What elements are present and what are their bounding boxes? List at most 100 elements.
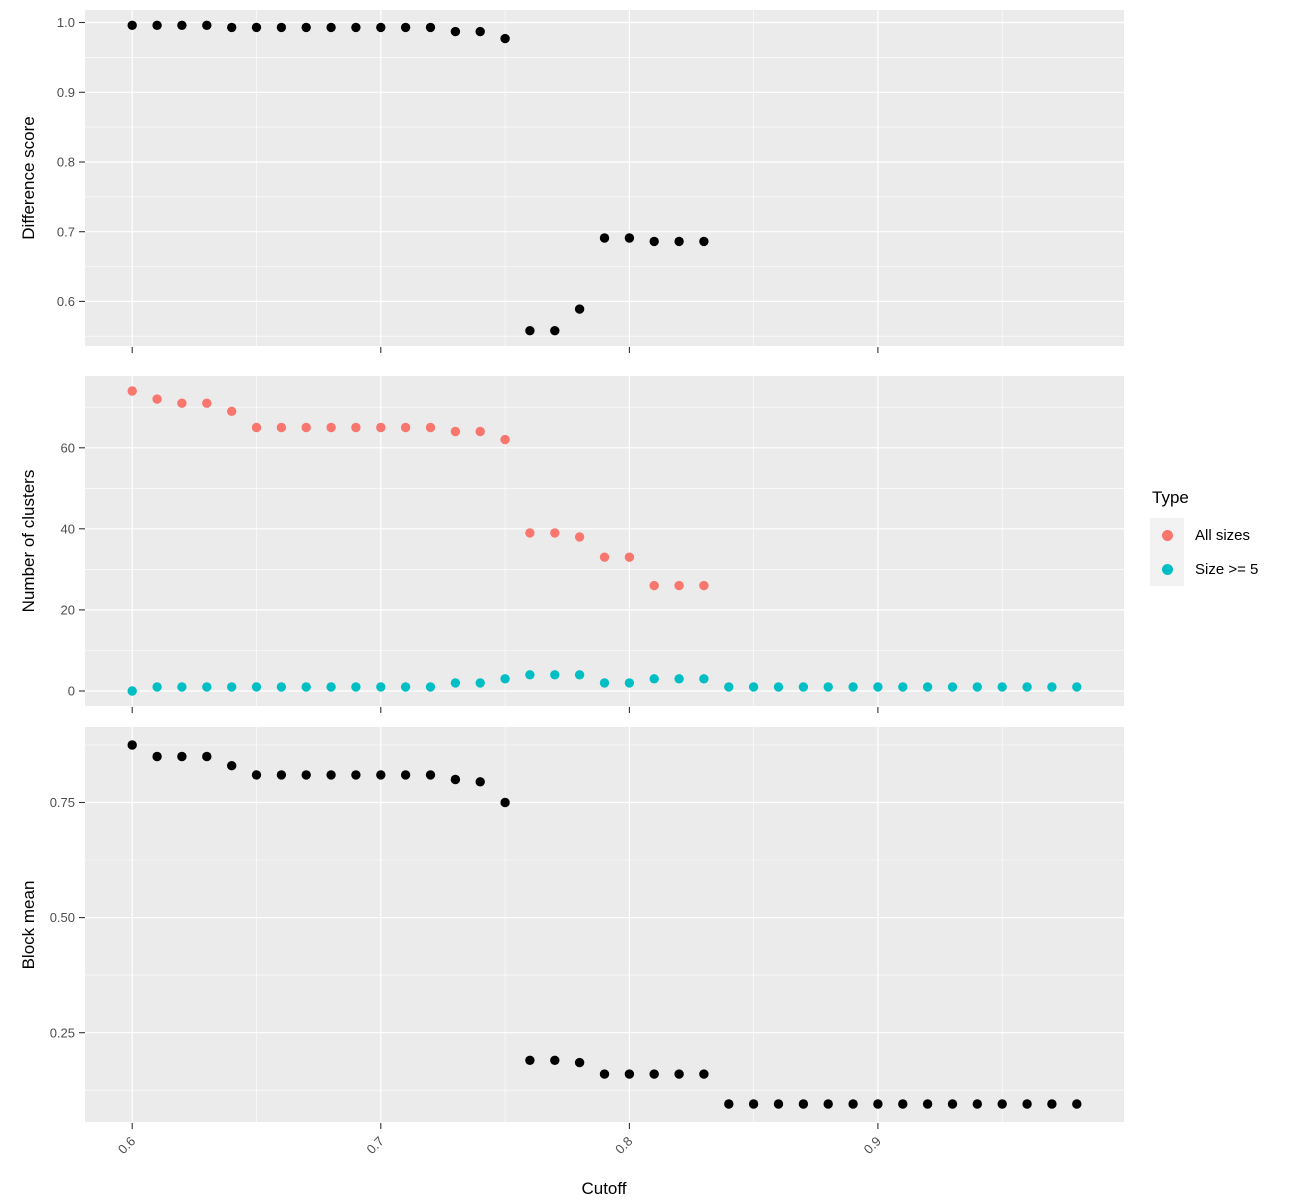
data-point-size-ge-5	[326, 682, 336, 692]
data-point-size-ge-5	[724, 682, 734, 692]
data-point-size-ge-5	[152, 682, 162, 692]
data-point-block-mean	[525, 1055, 535, 1066]
legend-item-size-ge-5: Size >= 5	[1150, 552, 1258, 586]
data-point-all-sizes	[251, 422, 262, 433]
data-point-all-sizes	[326, 422, 336, 433]
data-point-size-ge-5	[425, 682, 436, 692]
data-point-difference-score	[475, 26, 485, 37]
data-point-size-ge-5	[898, 682, 908, 692]
data-point-size-ge-5	[202, 682, 212, 692]
data-point-block-mean	[922, 1099, 933, 1109]
data-point-all-sizes	[550, 528, 560, 538]
data-point-size-ge-5	[699, 674, 709, 684]
data-point-size-ge-5	[127, 686, 137, 696]
x-tick-label: 0.6	[115, 1134, 138, 1157]
data-point-all-sizes	[301, 422, 311, 433]
y-axis-title-block-mean: Block mean	[19, 881, 38, 970]
data-point-block-mean	[475, 777, 485, 787]
legend-item-all-sizes: All sizes	[1150, 518, 1258, 552]
data-point-difference-score	[550, 326, 560, 336]
data-point-all-sizes	[574, 532, 585, 542]
data-point-block-mean	[351, 770, 361, 780]
data-point-all-sizes	[699, 580, 709, 591]
data-point-block-mean	[798, 1099, 809, 1109]
data-point-block-mean	[699, 1069, 709, 1079]
legend-title: Type	[1152, 488, 1189, 507]
data-point-difference-score	[674, 236, 684, 247]
data-point-all-sizes	[599, 552, 610, 562]
data-point-size-ge-5	[1022, 682, 1032, 692]
data-point-all-sizes	[674, 580, 684, 591]
data-point-block-mean	[1072, 1099, 1082, 1109]
legend-label-all-sizes: All sizes	[1195, 526, 1251, 544]
data-point-difference-score	[500, 33, 510, 44]
data-point-block-mean	[127, 740, 137, 750]
data-point-size-ge-5	[997, 682, 1007, 692]
data-point-size-ge-5	[450, 678, 461, 688]
data-point-difference-score	[376, 22, 386, 33]
data-point-size-ge-5	[400, 682, 411, 692]
panel-background-middle	[85, 376, 1124, 706]
data-point-size-ge-5	[227, 682, 237, 692]
data-point-difference-score	[574, 304, 585, 314]
data-point-size-ge-5	[301, 682, 311, 692]
panel-background-top	[85, 10, 1124, 346]
data-point-size-ge-5	[1047, 682, 1057, 692]
data-point-block-mean	[1022, 1099, 1032, 1109]
data-point-size-ge-5	[649, 674, 659, 684]
data-point-all-sizes	[351, 422, 361, 433]
data-point-difference-score	[649, 236, 659, 247]
data-point-all-sizes	[624, 552, 635, 562]
data-point-block-mean	[450, 774, 461, 785]
data-point-block-mean	[972, 1099, 982, 1109]
legend-key-all-sizes	[1150, 518, 1184, 552]
y-tick-label: 0.25	[50, 1025, 75, 1040]
y-tick-label: 0	[68, 684, 75, 699]
data-point-all-sizes	[152, 394, 162, 404]
data-point-block-mean	[848, 1099, 858, 1109]
data-point-block-mean	[649, 1069, 659, 1079]
data-point-block-mean	[550, 1055, 560, 1066]
data-point-size-ge-5	[475, 678, 485, 688]
y-tick-label: 0.6	[57, 294, 75, 309]
data-point-difference-score	[276, 22, 287, 33]
data-point-size-ge-5	[177, 682, 187, 692]
size-ge-5-point-icon	[1161, 563, 1173, 575]
y-tick-label: 1.0	[57, 15, 75, 30]
y-tick-label: 20	[61, 602, 75, 617]
data-point-size-ge-5	[525, 670, 535, 680]
data-point-block-mean	[947, 1099, 958, 1109]
data-point-block-mean	[823, 1099, 833, 1109]
data-point-size-ge-5	[873, 682, 883, 692]
x-tick-label: 0.7	[364, 1134, 387, 1157]
data-point-size-ge-5	[376, 682, 386, 692]
data-point-block-mean	[152, 751, 162, 762]
data-point-block-mean	[276, 770, 287, 780]
x-tick-label: 0.8	[612, 1134, 635, 1157]
y-tick-label: 60	[61, 440, 75, 455]
y-tick-label: 0.9	[57, 85, 75, 100]
data-point-size-ge-5	[251, 682, 262, 692]
data-point-size-ge-5	[674, 674, 684, 684]
y-axis-title-number-of-clusters: Number of clusters	[19, 470, 38, 613]
data-point-block-mean	[500, 797, 510, 808]
data-point-difference-score	[624, 233, 635, 243]
data-point-difference-score	[450, 26, 461, 37]
data-point-size-ge-5	[1072, 682, 1082, 692]
x-axis-title: Cutoff	[581, 1179, 626, 1198]
data-point-block-mean	[1047, 1099, 1057, 1109]
data-point-block-mean	[599, 1069, 610, 1079]
data-point-block-mean	[624, 1069, 635, 1079]
x-tick-label: 0.9	[861, 1134, 884, 1157]
data-point-difference-score	[227, 22, 237, 33]
data-point-all-sizes	[525, 528, 535, 538]
data-point-size-ge-5	[550, 670, 560, 680]
data-point-all-sizes	[475, 426, 485, 437]
legend-label-size-ge-5: Size >= 5	[1195, 560, 1259, 578]
data-point-block-mean	[202, 751, 212, 762]
data-point-size-ge-5	[574, 670, 585, 680]
data-point-size-ge-5	[599, 678, 610, 688]
data-point-block-mean	[898, 1099, 908, 1109]
